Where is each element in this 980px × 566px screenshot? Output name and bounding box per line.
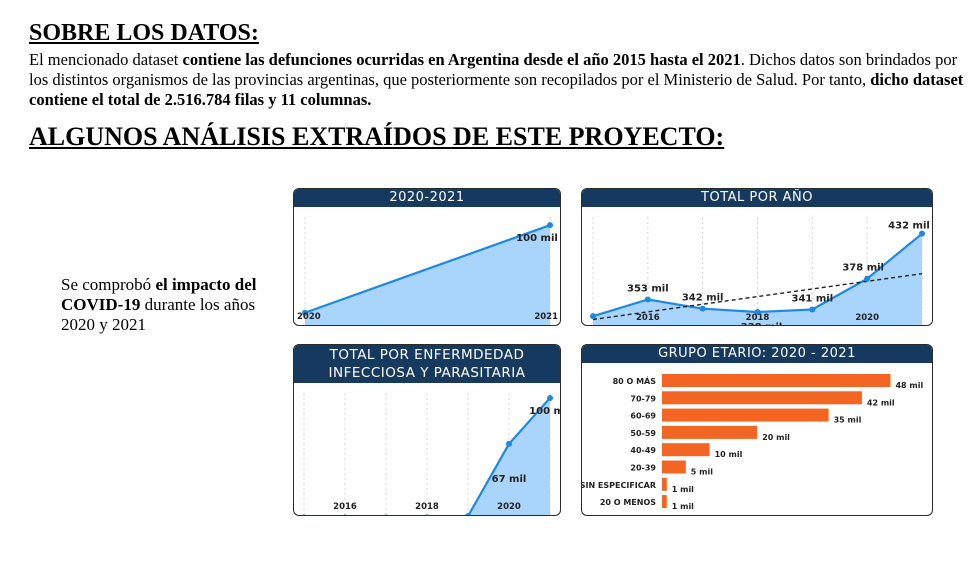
data-label: 353 mil bbox=[627, 284, 669, 295]
data-point bbox=[699, 305, 706, 312]
x-tick-label: 2020 bbox=[497, 502, 521, 512]
data-point bbox=[590, 313, 596, 320]
data-label: 342 mil bbox=[682, 293, 724, 304]
intro-text-2: . Dichos datos son brindados por los dis… bbox=[29, 50, 958, 89]
chart-panel-enfermedad-infecciosa: TOTAL POR ENFERMDEDAD INFECCIOSA Y PARAS… bbox=[293, 344, 561, 516]
data-point bbox=[465, 513, 471, 515]
bar bbox=[662, 408, 829, 422]
heading-sobre-los-datos: SOBRE LOS DATOS: bbox=[29, 20, 259, 46]
chart-panel-2020-2021: 2020-2021 100 mil 2020 2021 bbox=[293, 188, 561, 326]
covid-impact-text: Se comprobó el impacto del COVID-19 dura… bbox=[61, 275, 266, 335]
x-tick-label: 2020 bbox=[855, 313, 879, 323]
category-label: 20-39 bbox=[630, 464, 656, 473]
bar-value-label: 10 mil bbox=[715, 450, 743, 459]
bar bbox=[662, 460, 686, 474]
category-label: 70-79 bbox=[630, 394, 656, 403]
chart-title-line-2: INFECCIOSA Y PARASITARIA bbox=[328, 365, 526, 381]
category-label: 80 O MÁS bbox=[613, 375, 657, 386]
data-point bbox=[506, 440, 512, 447]
intro-bold-1: contiene las defunciones ocurridas en Ar… bbox=[182, 50, 741, 69]
x-tick-label: 2016 bbox=[333, 502, 357, 512]
data-point bbox=[864, 275, 871, 282]
chart-panel-grupo-etario: GRUPO ETARIO: 2020 - 2021 80 O MÁS 48 mil… bbox=[581, 344, 933, 516]
bar-value-label: 20 mil bbox=[762, 433, 790, 442]
data-label: 338 mil bbox=[741, 322, 783, 325]
bar-value-label: 1 mil bbox=[672, 485, 694, 494]
bar bbox=[662, 443, 710, 457]
data-label: 100 mil bbox=[529, 406, 560, 417]
chart-title-enfermedad-infecciosa: TOTAL POR ENFERMDEDAD INFECCIOSA Y PARAS… bbox=[294, 345, 560, 383]
data-point bbox=[644, 296, 651, 303]
bar-value-label: 35 mil bbox=[834, 416, 862, 425]
chart-title-total-por-ano: TOTAL POR AÑO bbox=[582, 189, 932, 207]
data-point bbox=[302, 309, 308, 316]
data-point bbox=[547, 222, 553, 229]
side-text-1: Se comprobó bbox=[61, 275, 156, 294]
category-label: 60-69 bbox=[630, 412, 656, 421]
bar bbox=[662, 495, 667, 509]
chart-grupo-etario: 80 O MÁS 48 mil 70-79 42 mil 60-69 35 mil 50-5… bbox=[582, 374, 923, 511]
x-tick-label: 2018 bbox=[746, 313, 770, 323]
chart-2020-2021: 100 mil 2020 2021 bbox=[297, 217, 558, 325]
bar-value-label: 42 mil bbox=[867, 398, 895, 407]
category-label: 50-59 bbox=[630, 429, 656, 438]
data-point bbox=[919, 230, 925, 237]
side-text-2: durante los años 2020 y 2021 bbox=[61, 295, 256, 334]
bar bbox=[662, 477, 667, 491]
data-point bbox=[754, 309, 761, 315]
data-label: 341 mil bbox=[792, 294, 834, 305]
bar-value-label: 1 mil bbox=[672, 502, 694, 511]
x-tick-label: 2018 bbox=[415, 502, 439, 512]
bar-value-label: 5 mil bbox=[691, 468, 713, 477]
intro-paragraph: El mencionado dataset contiene las defun… bbox=[29, 50, 964, 110]
data-point bbox=[547, 394, 553, 401]
bar bbox=[662, 374, 891, 387]
category-label: 40-49 bbox=[630, 446, 656, 455]
chart-title-2020-2021: 2020-2021 bbox=[294, 189, 560, 207]
chart-title-grupo-etario: GRUPO ETARIO: 2020 - 2021 bbox=[582, 345, 932, 363]
x-tick-label: 2016 bbox=[636, 313, 660, 323]
area-fill bbox=[305, 225, 550, 325]
data-label: 432 mil bbox=[888, 221, 930, 232]
intro-text-1: El mencionado dataset bbox=[29, 50, 183, 69]
x-tick-label: 2021 bbox=[534, 312, 558, 322]
area-fill bbox=[593, 233, 922, 325]
category-label: 20 O MENOS bbox=[600, 498, 656, 507]
bar bbox=[662, 425, 758, 439]
category-label: SIN ESPECIFICAR bbox=[582, 481, 656, 490]
data-label: 67 mil bbox=[492, 474, 527, 485]
series-line bbox=[304, 224, 551, 314]
heading-analisis: ALGUNOS ANÁLISIS EXTRAÍDOS DE ESTE PROYE… bbox=[29, 122, 725, 151]
x-tick-label: 2020 bbox=[297, 312, 321, 322]
bar-value-label: 48 mil bbox=[895, 381, 923, 390]
data-label: 100 mil bbox=[516, 233, 558, 244]
side-bold: el impacto del COVID-19 bbox=[61, 275, 257, 314]
bar bbox=[662, 391, 862, 405]
intro-bold-2: dicho dataset contiene el total de 2.516… bbox=[29, 70, 964, 109]
data-label: 378 mil bbox=[842, 263, 884, 274]
area-fill bbox=[468, 397, 550, 515]
chart-title-line-1: TOTAL POR ENFERMDEDAD bbox=[329, 347, 525, 363]
data-point bbox=[809, 306, 816, 313]
